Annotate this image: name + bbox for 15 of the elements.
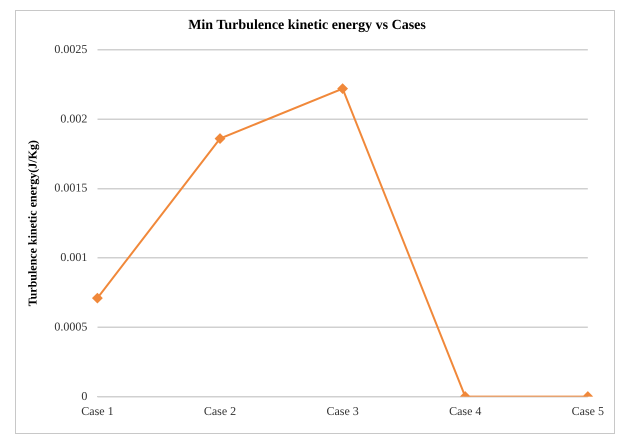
x-tick-label: Case 4 xyxy=(449,404,482,418)
point xyxy=(338,84,348,94)
y-tick-label: 0.0005 xyxy=(54,319,88,334)
point xyxy=(215,134,226,144)
chart-title: Min Turbulence kinetic energy vs Cases xyxy=(188,18,426,34)
y-tick-label: 0 xyxy=(81,388,88,403)
y-tick-label: 0.0015 xyxy=(54,180,88,195)
x-tick-label: Case 5 xyxy=(572,404,604,418)
x-tick-label: Case 1 xyxy=(81,404,114,418)
y-tick-label: 0.0025 xyxy=(54,42,88,56)
x-tick-label: Case 2 xyxy=(204,404,236,418)
x-tick-label: Case 3 xyxy=(326,404,359,418)
y-tick-label: 0.001 xyxy=(60,250,88,264)
y-tick-label: 0.002 xyxy=(60,111,88,126)
y-axis-title: Turbulence kinetic energy(J/Kg) xyxy=(25,140,40,306)
